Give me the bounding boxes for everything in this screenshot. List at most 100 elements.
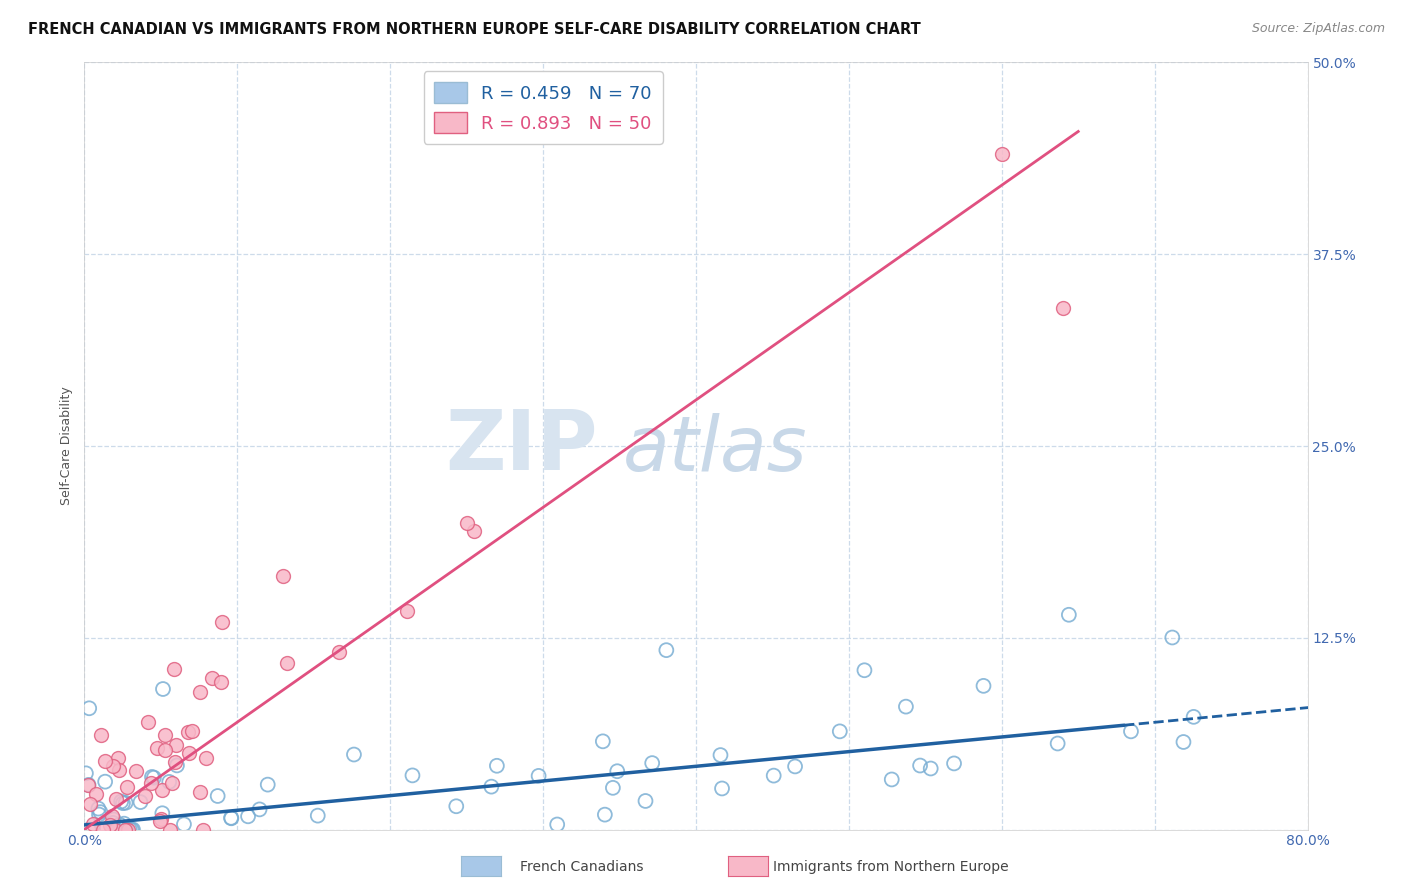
Point <box>108 764 131 778</box>
Point <box>908 758 931 772</box>
Point <box>163 662 186 676</box>
Point <box>103 758 125 772</box>
Point <box>90 728 112 742</box>
Point <box>110 795 132 809</box>
Point <box>194 751 217 765</box>
Point <box>546 817 568 831</box>
Point <box>943 756 966 771</box>
Point <box>101 822 124 837</box>
Point <box>79 797 101 812</box>
Point <box>211 615 233 630</box>
Text: French Canadians: French Canadians <box>520 860 644 874</box>
Point <box>463 524 485 539</box>
Point <box>104 822 127 837</box>
Point <box>207 789 229 803</box>
Point <box>711 781 734 796</box>
Point <box>82 822 104 837</box>
Point <box>125 764 148 779</box>
Point <box>592 734 614 748</box>
Point <box>122 822 145 837</box>
Point <box>77 822 100 837</box>
Point <box>1119 724 1142 739</box>
Point <box>87 802 110 816</box>
Point <box>121 822 143 837</box>
Point <box>84 787 107 801</box>
Point <box>634 794 657 808</box>
Point <box>155 728 177 742</box>
Point <box>177 746 200 760</box>
Point <box>307 808 329 822</box>
Point <box>880 772 903 787</box>
Point <box>446 799 468 814</box>
Point <box>894 699 917 714</box>
Point <box>188 685 211 699</box>
Point <box>828 724 851 739</box>
Point <box>101 815 124 830</box>
Point <box>89 805 111 819</box>
Point <box>101 809 124 823</box>
Point <box>152 681 174 696</box>
Point <box>82 817 104 831</box>
Point <box>401 768 423 782</box>
Point <box>150 806 173 821</box>
Point <box>328 645 350 659</box>
Point <box>593 807 616 822</box>
Point <box>166 758 188 772</box>
Point <box>114 796 136 810</box>
Point <box>485 758 508 772</box>
Text: atlas: atlas <box>623 413 807 487</box>
Point <box>115 822 138 837</box>
Point <box>1052 301 1074 315</box>
Legend: R = 0.459   N = 70, R = 0.893   N = 50: R = 0.459 N = 70, R = 0.893 N = 50 <box>423 71 662 144</box>
Point <box>87 807 110 822</box>
Text: Source: ZipAtlas.com: Source: ZipAtlas.com <box>1251 22 1385 36</box>
Point <box>762 769 785 783</box>
Point <box>920 762 942 776</box>
Point <box>176 724 198 739</box>
Point <box>117 822 139 837</box>
Point <box>396 604 419 618</box>
Point <box>1182 710 1205 724</box>
Point <box>479 780 502 794</box>
Point <box>709 747 731 762</box>
Point <box>142 771 165 785</box>
Point <box>104 792 127 806</box>
Point <box>221 811 243 825</box>
Point <box>91 822 114 837</box>
Point <box>276 656 298 670</box>
Point <box>141 776 163 790</box>
Point <box>149 814 172 828</box>
Point <box>271 569 294 583</box>
Point <box>93 822 115 837</box>
Point <box>146 741 169 756</box>
Point <box>108 818 131 832</box>
Point <box>209 674 232 689</box>
Point <box>98 818 121 832</box>
Point <box>141 770 163 784</box>
Point <box>103 813 125 827</box>
Point <box>94 774 117 789</box>
Point <box>602 780 624 795</box>
Point <box>173 817 195 831</box>
Point <box>111 796 134 810</box>
Point <box>136 715 159 730</box>
Point <box>165 755 187 769</box>
Point <box>641 756 664 770</box>
Point <box>77 778 100 792</box>
Point <box>853 663 876 677</box>
Text: Immigrants from Northern Europe: Immigrants from Northern Europe <box>773 860 1010 874</box>
Point <box>249 802 271 816</box>
Point <box>236 809 259 823</box>
Point <box>1046 737 1069 751</box>
Point <box>165 738 187 752</box>
Point <box>343 747 366 762</box>
Point <box>112 816 135 830</box>
Y-axis label: Self-Care Disability: Self-Care Disability <box>60 386 73 506</box>
Point <box>201 671 224 685</box>
Point <box>115 822 138 837</box>
Text: ZIP: ZIP <box>446 406 598 486</box>
Point <box>115 780 138 794</box>
Point <box>153 743 176 757</box>
Point <box>94 754 117 768</box>
Point <box>134 789 156 803</box>
